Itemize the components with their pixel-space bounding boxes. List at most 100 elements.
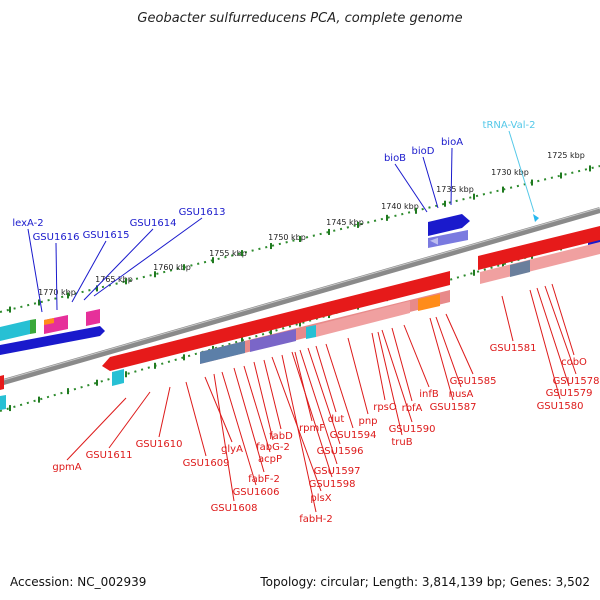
accession-label: Accession: NC_002939 <box>10 575 146 589</box>
reverse-feature <box>0 395 6 410</box>
reverse-feature <box>238 293 246 301</box>
reverse-strand-features <box>0 226 600 410</box>
gene-label: fabD <box>269 431 293 442</box>
gene-label: truB <box>391 437 412 448</box>
reverse-feature <box>190 306 198 314</box>
gene-label: GSU1598 <box>309 479 356 490</box>
gene-leader-line <box>221 371 257 486</box>
gene-leader-line <box>429 317 454 401</box>
gene-leader-line <box>536 287 570 387</box>
reverse-feature <box>310 272 318 280</box>
reverse-feature <box>112 369 124 386</box>
scale-tick-label: 1725 kbp <box>547 151 585 160</box>
gene-leader-line <box>315 345 337 413</box>
gene-leader-line <box>529 289 561 400</box>
gene-label: plsX <box>310 493 331 504</box>
gene-leader-line <box>403 324 430 388</box>
gene-leader-line <box>544 285 577 375</box>
reverse-feature <box>478 226 600 270</box>
gene-leader-line <box>55 242 58 311</box>
forward-strand-features <box>0 214 600 355</box>
gene-label: GSU1609 <box>183 458 230 469</box>
reverse-feature <box>430 237 438 245</box>
scale-tick-label: 1730 kbp <box>491 168 529 177</box>
gene-label: GSU1579 <box>546 388 593 399</box>
scale-tick-label: 1760 kbp <box>153 263 191 272</box>
reverse-feature <box>200 341 245 364</box>
gene-leader-line <box>185 381 207 457</box>
gene-label: dut <box>328 414 345 425</box>
gene-label: GSU1606 <box>233 487 280 498</box>
gene-label: GSU1597 <box>314 466 361 477</box>
gene-label: GSU1594 <box>330 430 377 441</box>
gene-leader-line <box>394 163 428 213</box>
forward-feature <box>44 315 68 334</box>
gene-label: gpmA <box>52 462 81 473</box>
gene-leader-line <box>307 347 341 445</box>
gene-leader-line <box>233 367 265 473</box>
gene-leader-line <box>377 331 403 436</box>
gene-label: nusA <box>449 389 474 400</box>
gene-leader-line <box>347 337 369 415</box>
map-title: Geobacter sulfurreducens PCA, complete g… <box>137 11 462 26</box>
trna-feature <box>533 214 539 222</box>
gene-leader-line <box>71 240 107 303</box>
reverse-feature <box>286 279 294 287</box>
forward-feature <box>100 326 105 336</box>
gene-leader-line <box>66 397 127 461</box>
gene-label: bioD <box>412 146 435 157</box>
scale-tick-label: 1755 kbp <box>209 249 247 258</box>
gene-leader-line <box>243 365 271 453</box>
gene-label: tRNA-Val-2 <box>483 120 536 131</box>
gene-leader-line <box>263 359 282 430</box>
scale-tick-label: 1765 kbp <box>95 275 133 284</box>
genome-backbone-highlight <box>0 207 600 382</box>
reverse-feature <box>382 251 390 259</box>
gene-leader-line <box>83 228 154 301</box>
gene-label: GSU1585 <box>450 376 497 387</box>
gene-leader-line <box>281 354 317 513</box>
gene-label: lexA-2 <box>12 218 43 229</box>
forward-feature <box>44 318 54 325</box>
gene-leader-line <box>108 391 151 449</box>
gene-leader-line <box>445 313 474 375</box>
gene-label: GSU1578 <box>553 376 600 387</box>
gene-label: bioB <box>384 153 406 164</box>
gene-leader-line <box>204 376 233 443</box>
gene-label: GSU1580 <box>537 401 584 412</box>
gene-leader-line <box>391 327 413 402</box>
gene-label: cobO <box>561 357 587 368</box>
reverse-feature <box>0 375 4 390</box>
scale-tick-label: 1740 kbp <box>381 202 419 211</box>
gene-label: fabF-2 <box>248 474 280 485</box>
gene-leader-line <box>435 316 462 388</box>
gene-leader-line <box>213 373 235 502</box>
gene-label: rbfA <box>402 403 423 414</box>
reverse-feature <box>102 357 110 371</box>
gene-leader-line <box>381 329 413 423</box>
gene-leader-line <box>508 130 535 213</box>
gene-leader-line <box>325 343 354 429</box>
scale-tick-label: 1745 kbp <box>326 218 364 227</box>
gene-label: bioA <box>441 137 463 148</box>
gene-label: GSU1581 <box>490 343 537 354</box>
forward-feature <box>462 214 470 228</box>
reverse-feature <box>250 329 296 352</box>
gene-leader-line <box>371 332 386 401</box>
reverse-feature <box>510 260 530 277</box>
gene-label: GSU1614 <box>130 218 177 229</box>
gene-label: GSU1590 <box>389 424 436 435</box>
reverse-feature <box>142 320 150 328</box>
gene-label: rpmF <box>299 423 325 434</box>
reverse-feature <box>166 313 174 321</box>
gene-leader-line <box>158 386 171 438</box>
reverse-feature <box>334 265 342 273</box>
reverse-feature <box>262 286 270 294</box>
gene-label: glyA <box>221 444 243 455</box>
topology-label: Topology: circular; Length: 3,814,139 bp… <box>259 575 590 589</box>
gene-label: rpsO <box>373 402 397 413</box>
gene-leader-line <box>253 361 274 441</box>
gene-label: GSU1587 <box>430 402 477 413</box>
reverse-feature <box>418 294 440 311</box>
scale-tick-label: 1735 kbp <box>436 185 474 194</box>
